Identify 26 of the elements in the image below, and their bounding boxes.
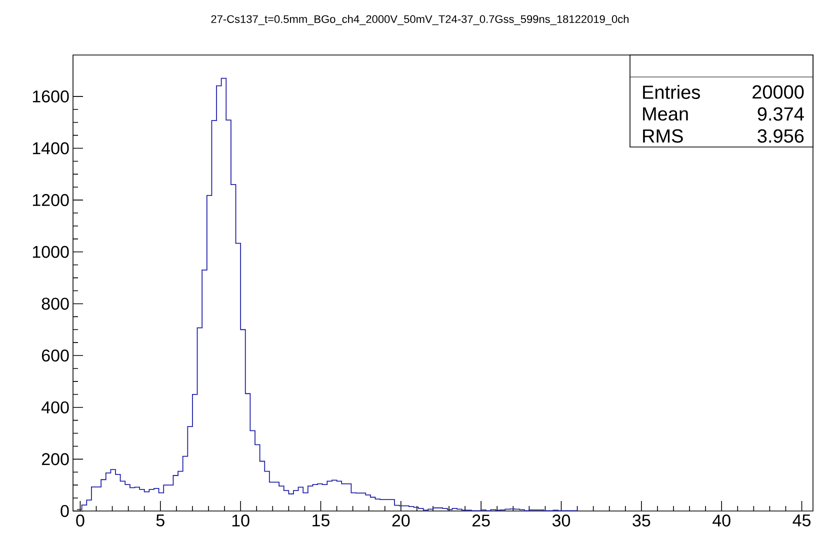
x-tick-label: 0: [76, 514, 84, 527]
y-tick-label: 1000: [32, 246, 69, 258]
y-tick-label: 1200: [32, 194, 69, 206]
y-tick-label: 0: [60, 504, 69, 518]
annotation: Mean: [643, 107, 688, 121]
y-tick-label: 600: [42, 350, 69, 362]
y-tick-label: 200: [42, 453, 69, 466]
y-tick-label: 1600: [32, 90, 69, 102]
annotation: 9.374: [758, 107, 804, 121]
x-tick-label: 20: [392, 514, 410, 527]
x-tick-label: 10: [232, 514, 250, 527]
x-tick-label: 25: [472, 514, 490, 527]
annotation: RMS: [643, 129, 683, 143]
y-tick-label: 800: [42, 298, 69, 310]
y-tick-label: 1400: [32, 142, 69, 154]
x-tick-label: 15: [312, 514, 330, 526]
annotation: 3.956: [758, 129, 804, 143]
x-tick-label: 5: [156, 514, 164, 526]
annotation: Entries: [643, 85, 700, 99]
x-tick-label: 40: [712, 514, 730, 527]
chart-title: 27-Cs137_t=0.5mm_BGo_ch4_2000V_50mV_T24-37_0.7Gss_599ns_18122019_0ch: [211, 14, 629, 26]
y-tick-label: 400: [42, 401, 69, 414]
x-tick-label: 30: [552, 514, 570, 527]
annotation: 20000: [752, 85, 804, 99]
x-tick-label: 35: [632, 514, 650, 527]
x-tick-label: 45: [792, 514, 811, 526]
